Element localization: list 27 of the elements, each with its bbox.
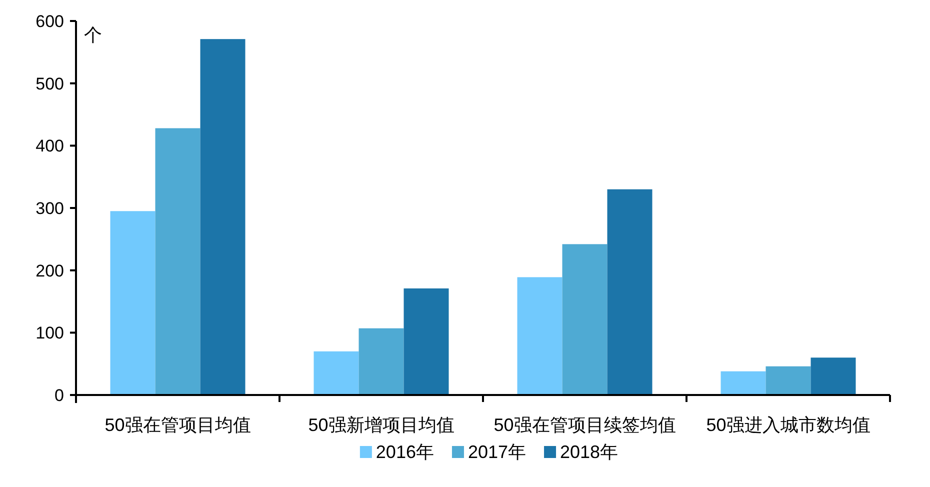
y-tick-label: 400 xyxy=(36,136,64,156)
legend-label: 2016年 xyxy=(376,442,434,462)
bar xyxy=(314,351,359,395)
bar xyxy=(810,358,856,395)
x-tick-label: 50强进入城市数均值 xyxy=(706,415,870,435)
y-tick-label: 100 xyxy=(36,324,64,343)
y-tick-label: 200 xyxy=(36,261,64,280)
x-tick-label: 50强新增项目均值 xyxy=(308,415,454,435)
x-tick-label: 50强在管项目均值 xyxy=(104,415,251,435)
y-tick-label: 0 xyxy=(54,386,64,405)
bar xyxy=(766,366,811,395)
x-tick-label: 50强在管项目续签均值 xyxy=(494,415,676,435)
bar xyxy=(720,371,766,395)
bar xyxy=(607,189,652,395)
bar xyxy=(517,277,562,395)
bar xyxy=(155,128,200,395)
bar xyxy=(404,288,449,395)
legend-label: 2017年 xyxy=(468,442,526,462)
y-axis-title: 个 xyxy=(84,25,102,45)
y-tick-label: 600 xyxy=(36,12,64,31)
y-tick-label: 300 xyxy=(36,199,64,218)
bar xyxy=(562,244,608,395)
legend-label: 2018年 xyxy=(560,442,618,462)
bar xyxy=(200,39,246,395)
y-tick-label: 500 xyxy=(36,74,64,94)
bar xyxy=(110,211,156,395)
bar xyxy=(358,328,404,395)
